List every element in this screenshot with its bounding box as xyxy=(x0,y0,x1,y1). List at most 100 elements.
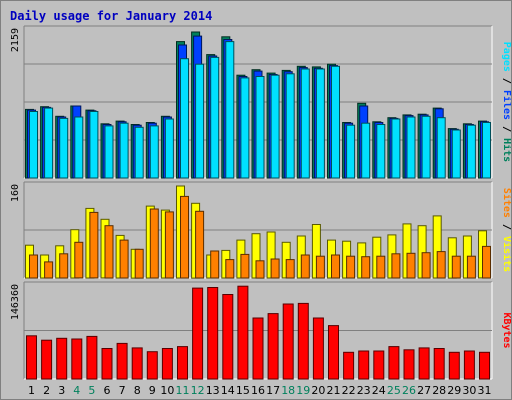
bar-kbytes-day-12 xyxy=(192,287,204,380)
panels-layer: 2159 Pages / Files / Hits 160 Sites / Visit… xyxy=(10,25,511,380)
bar-pages-day-12 xyxy=(195,63,205,179)
bar-sites-day-7 xyxy=(119,239,129,279)
bar-kbytes-day-6 xyxy=(101,348,113,380)
bar-pages-day-30 xyxy=(466,124,476,179)
legend-part: / xyxy=(501,72,511,90)
bar-pages-day-19 xyxy=(300,68,310,179)
bar-pages-day-31 xyxy=(482,122,491,179)
bar-sites-day-6 xyxy=(104,225,114,279)
bar-pages-day-7 xyxy=(119,122,129,179)
bar-pages-day-28 xyxy=(436,117,446,179)
day-label-19: 19 xyxy=(296,384,310,397)
bar-sites-day-9 xyxy=(149,208,159,279)
bar-pages-day-1 xyxy=(29,111,38,179)
bar-sites-day-17 xyxy=(270,258,280,279)
bar-pages-day-27 xyxy=(421,115,431,179)
day-label-22: 22 xyxy=(342,384,356,397)
bar-sites-day-29 xyxy=(451,255,461,279)
bar-pages-day-16 xyxy=(255,76,265,179)
bar-sites-day-22 xyxy=(346,255,356,279)
bar-pages-day-20 xyxy=(315,68,325,179)
bar-sites-day-26 xyxy=(406,252,416,279)
legend-part: / xyxy=(501,120,511,138)
bar-sites-day-11 xyxy=(180,195,189,279)
bar-sites-day-19 xyxy=(300,254,310,279)
bar-sites-day-30 xyxy=(466,255,476,279)
bar-pages-day-24 xyxy=(376,124,386,179)
bar-kbytes-day-4 xyxy=(71,338,83,380)
panel-sites-visits: 160 Sites / Visits xyxy=(10,181,511,279)
bar-kbytes-day-22 xyxy=(343,351,355,380)
bar-kbytes-day-23 xyxy=(358,350,370,380)
day-label-29: 29 xyxy=(447,384,461,397)
day-label-24: 24 xyxy=(372,384,386,397)
bar-pages-day-6 xyxy=(104,125,114,179)
bar-kbytes-day-1 xyxy=(26,335,37,380)
bar-sites-day-1 xyxy=(29,254,38,279)
bar-pages-day-10 xyxy=(164,118,174,179)
bar-pages-day-17 xyxy=(270,74,280,179)
bar-sites-day-13 xyxy=(210,250,220,279)
bar-kbytes-day-17 xyxy=(267,313,279,380)
bar-kbytes-day-19 xyxy=(297,302,309,380)
bar-sites-day-4 xyxy=(74,241,84,279)
bar-kbytes-day-21 xyxy=(328,325,339,380)
bar-kbytes-day-18 xyxy=(282,303,294,380)
day-label-21: 21 xyxy=(327,384,341,397)
bar-pages-day-21 xyxy=(331,65,340,179)
legend-part: KBytes xyxy=(501,312,511,348)
bar-pages-day-22 xyxy=(346,124,356,179)
bar-kbytes-day-27 xyxy=(418,347,430,380)
legend-part: Sites xyxy=(501,188,511,218)
day-label-26: 26 xyxy=(402,384,416,397)
bar-kbytes-day-8 xyxy=(131,347,143,380)
series-legend-label: KBytes xyxy=(501,312,511,348)
day-labels: 1 2 3 4 5 6 7 8 9 10 11 12 13 14 15 16 17 18 19 20 21 22 23 24 2… xyxy=(28,384,492,397)
series-legend-label: Pages / Files / Hits xyxy=(501,42,511,162)
bar-pages-day-25 xyxy=(391,118,401,179)
bar-kbytes-day-10 xyxy=(161,348,173,380)
panel-pages-files-hits: 2159 Pages / Files / Hits xyxy=(10,25,511,179)
day-label-5: 5 xyxy=(88,384,95,397)
bar-pages-day-5 xyxy=(89,111,99,179)
bar-kbytes-day-28 xyxy=(433,348,445,380)
bar-pages-day-8 xyxy=(134,126,144,179)
bar-kbytes-day-5 xyxy=(86,335,98,380)
bar-kbytes-day-26 xyxy=(403,349,415,380)
bar-sites-day-25 xyxy=(391,253,401,279)
bar-sites-day-18 xyxy=(285,259,295,279)
day-label-4: 4 xyxy=(73,384,80,397)
bar-pages-day-13 xyxy=(210,56,220,179)
day-label-13: 13 xyxy=(206,384,220,397)
legend-part: Pages xyxy=(501,42,511,72)
bar-sites-day-24 xyxy=(376,255,386,279)
bar-sites-day-12 xyxy=(195,210,205,279)
bar-kbytes-day-20 xyxy=(312,317,324,380)
bar-kbytes-day-24 xyxy=(373,350,385,380)
day-label-6: 6 xyxy=(104,384,111,397)
day-label-27: 27 xyxy=(417,384,431,397)
bar-pages-day-4 xyxy=(74,116,84,179)
legend-part: Hits xyxy=(501,138,511,162)
day-label-11: 11 xyxy=(176,384,190,397)
legend-part: Files xyxy=(501,90,511,120)
y-max-label: 146360 xyxy=(10,284,21,320)
chart-title: Daily usage for January 2014 xyxy=(10,9,212,23)
bar-sites-day-15 xyxy=(240,253,250,279)
bar-sites-day-10 xyxy=(164,211,174,279)
bar-pages-day-3 xyxy=(59,117,69,179)
day-label-7: 7 xyxy=(119,384,126,397)
day-label-25: 25 xyxy=(387,384,401,397)
bar-kbytes-day-2 xyxy=(41,339,53,380)
bar-kbytes-day-13 xyxy=(207,287,219,380)
day-label-31: 31 xyxy=(478,384,492,397)
bar-kbytes-day-9 xyxy=(146,351,158,380)
bar-sites-day-27 xyxy=(421,252,431,279)
day-label-3: 3 xyxy=(58,384,65,397)
bar-sites-day-3 xyxy=(59,253,69,279)
bar-sites-day-20 xyxy=(315,255,325,279)
bar-kbytes-day-31 xyxy=(479,351,490,380)
day-label-18: 18 xyxy=(281,384,295,397)
